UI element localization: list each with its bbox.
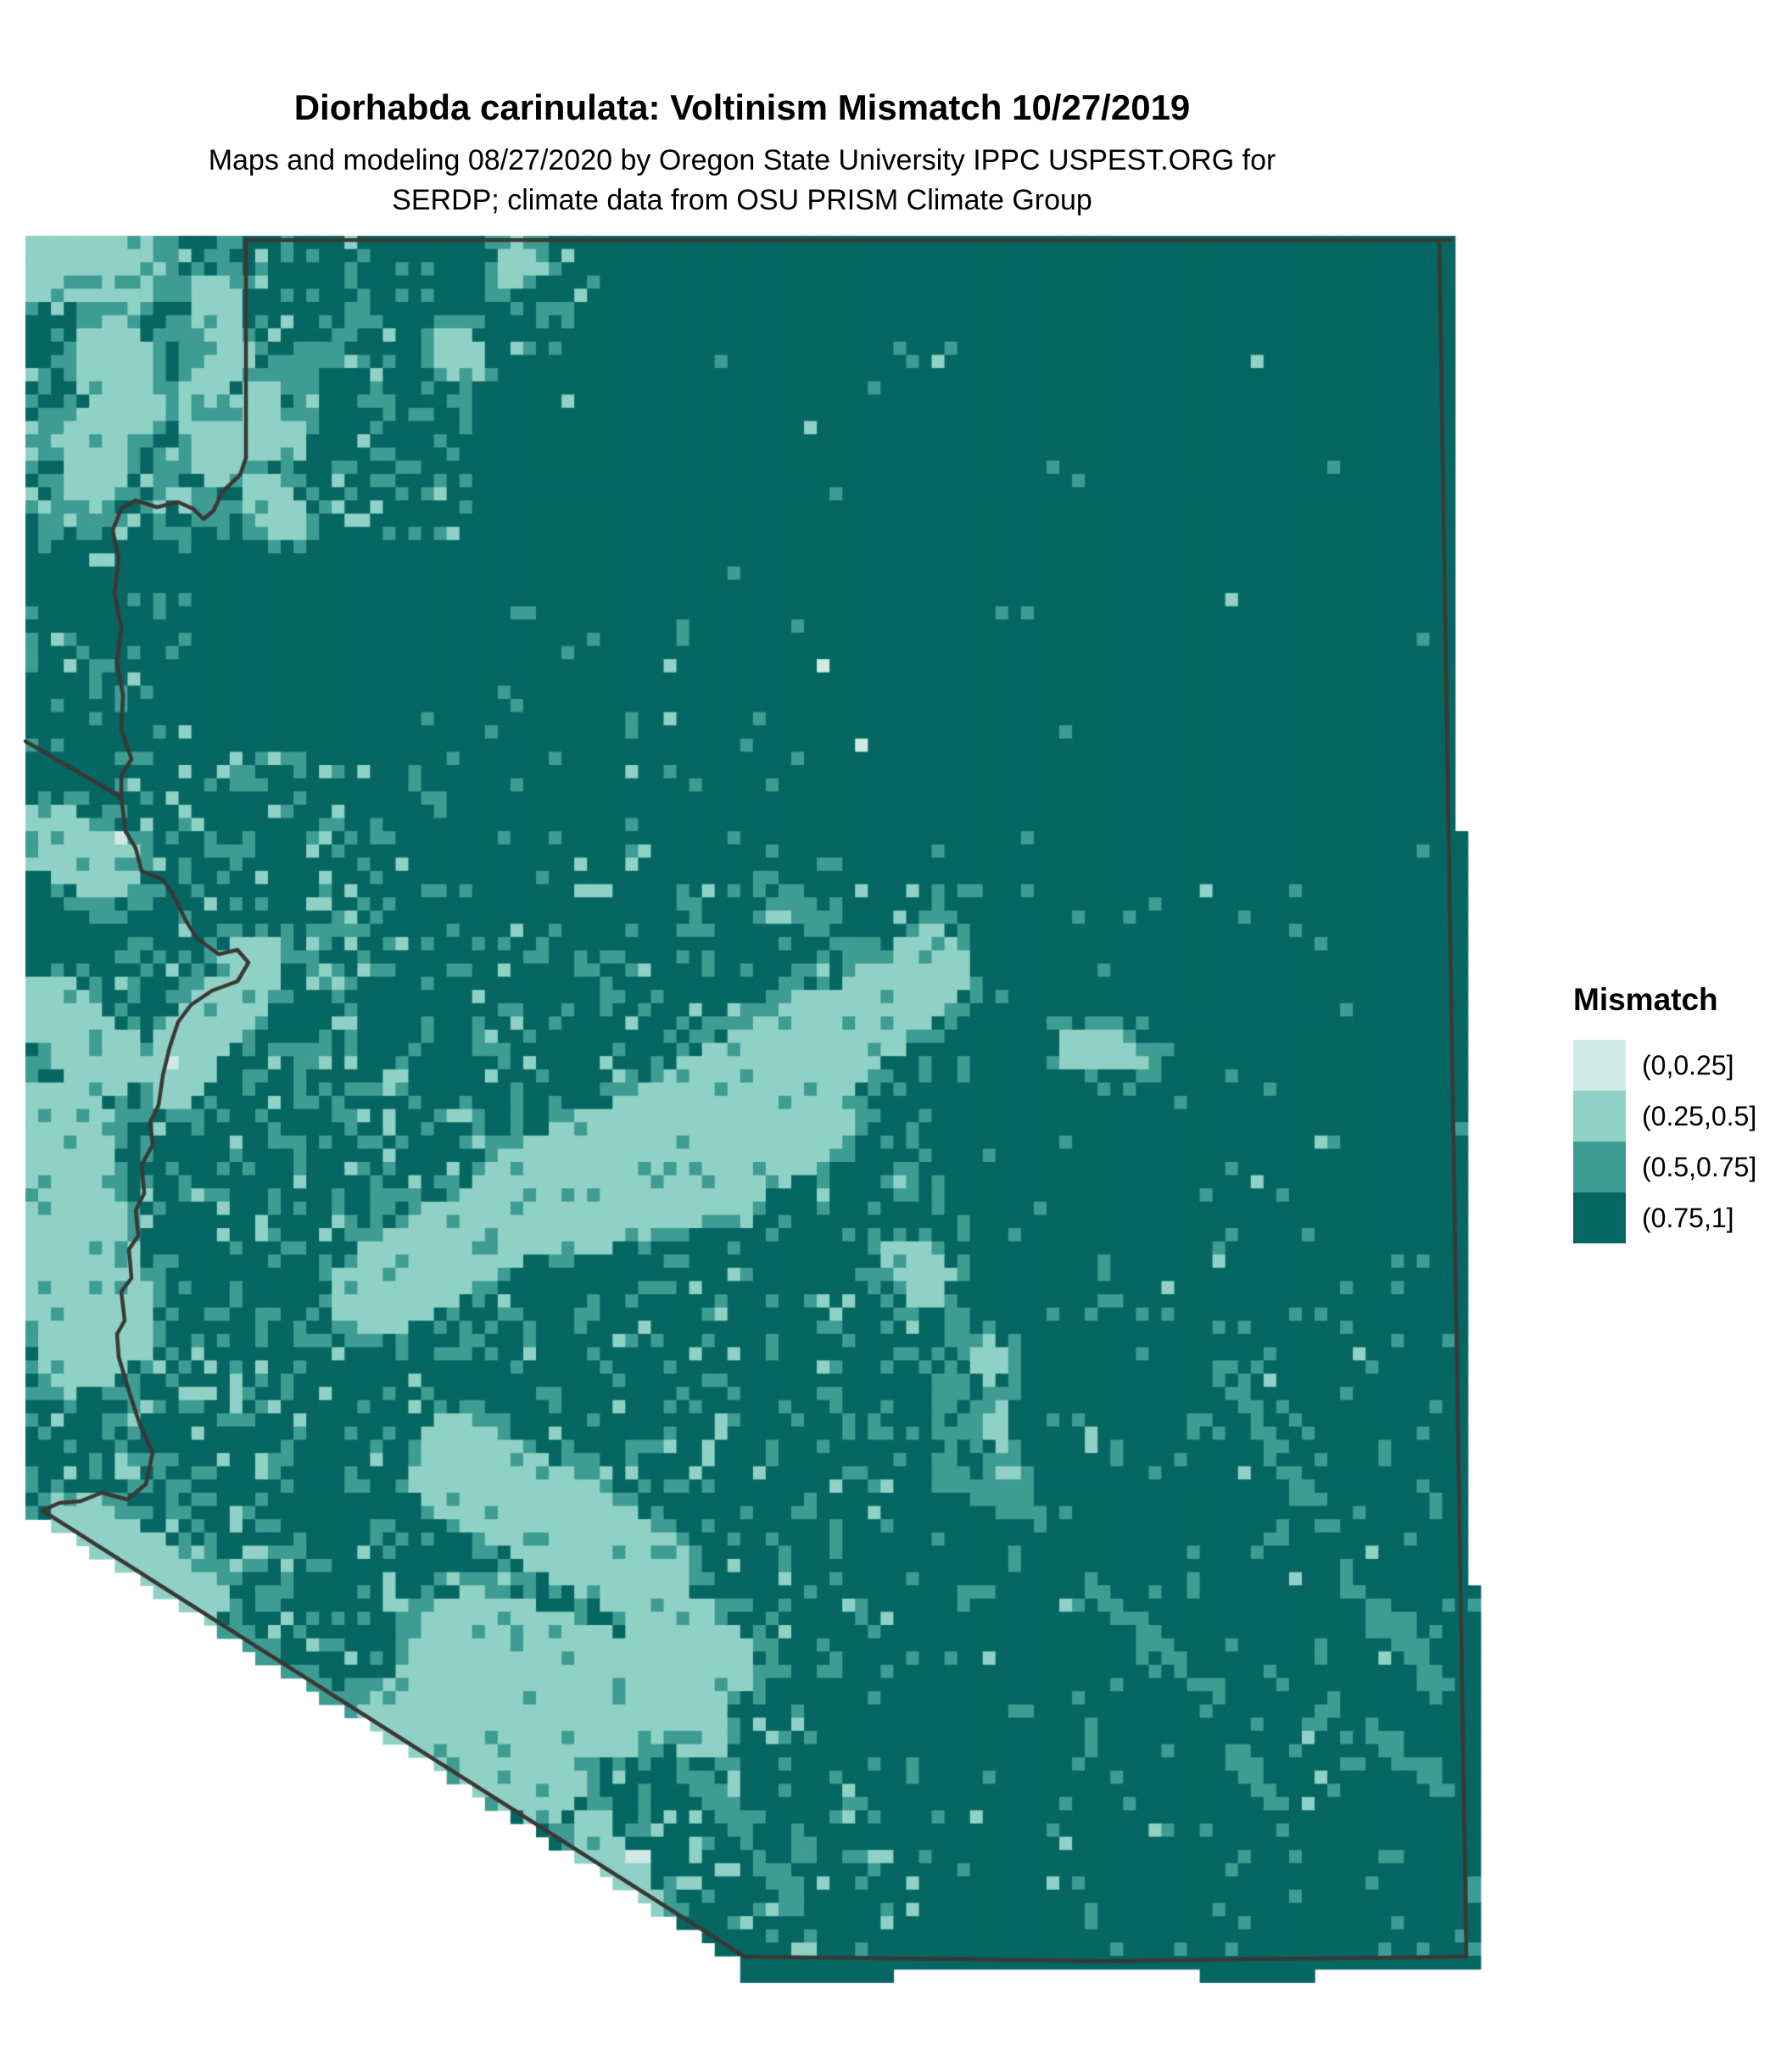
legend-rows: (0,0.25] (0.25,0.5] (0.5,0.75] (0.75,1] <box>1573 1040 1756 1243</box>
legend-label: (0.75,1] <box>1642 1202 1734 1233</box>
legend-entry: (0.5,0.75] <box>1573 1142 1756 1192</box>
map-legend: Mismatch (0,0.25] (0.25,0.5] (0.5,0.75] … <box>1573 982 1756 1243</box>
legend-entry: (0,0.25] <box>1573 1040 1756 1091</box>
legend-swatch-0.5-0.75 <box>1573 1142 1626 1192</box>
title-block: Diorhabda carinulata: Voltinism Mismatch… <box>25 88 1459 221</box>
figure-title: Diorhabda carinulata: Voltinism Mismatch… <box>293 87 1191 127</box>
legend-label: (0.5,0.75] <box>1642 1151 1757 1182</box>
legend-swatch-0.75-1 <box>1573 1192 1626 1243</box>
legend-label: (0.25,0.5] <box>1642 1100 1757 1131</box>
legend-entry: (0.25,0.5] <box>1573 1091 1756 1142</box>
legend-label: (0,0.25] <box>1642 1049 1734 1081</box>
legend-title: Mismatch <box>1573 982 1718 1017</box>
legend-swatch-0.25-0.5 <box>1573 1091 1626 1142</box>
legend-swatch-0-0.25 <box>1573 1040 1626 1091</box>
figure-subtitle-line1: Maps and modeling 08/27/2020 by Oregon S… <box>208 144 1276 176</box>
legend-entry: (0.75,1] <box>1573 1192 1756 1243</box>
figure-subtitle-line2: SERDP; climate data from OSU PRISM Clima… <box>392 184 1092 216</box>
